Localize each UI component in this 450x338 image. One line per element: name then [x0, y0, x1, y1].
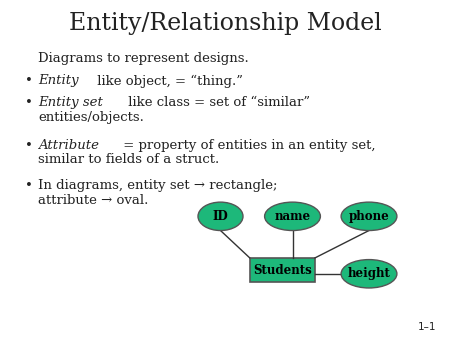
Text: Entity: Entity	[38, 74, 79, 87]
Text: •: •	[25, 96, 32, 109]
Ellipse shape	[341, 202, 397, 231]
Text: Entity set: Entity set	[38, 96, 103, 109]
Ellipse shape	[265, 202, 320, 231]
Text: name: name	[274, 210, 310, 223]
Text: Entity/Relationship Model: Entity/Relationship Model	[68, 12, 382, 35]
Text: similar to fields of a struct.: similar to fields of a struct.	[38, 153, 220, 166]
Text: •: •	[25, 74, 32, 87]
Text: In diagrams, entity set → rectangle;: In diagrams, entity set → rectangle;	[38, 179, 278, 192]
Text: Diagrams to represent designs.: Diagrams to represent designs.	[38, 52, 249, 65]
Text: •: •	[25, 139, 32, 151]
Ellipse shape	[198, 202, 243, 231]
Text: like class = set of “similar”: like class = set of “similar”	[124, 96, 310, 109]
Text: entities/objects.: entities/objects.	[38, 111, 144, 124]
Text: ID: ID	[212, 210, 228, 223]
Text: height: height	[347, 267, 391, 280]
Text: 1–1: 1–1	[418, 322, 436, 332]
Ellipse shape	[341, 260, 397, 288]
Text: attribute → oval.: attribute → oval.	[38, 194, 148, 207]
Text: Students: Students	[253, 264, 312, 276]
Text: •: •	[25, 179, 32, 192]
Text: Attribute: Attribute	[38, 139, 99, 151]
Text: phone: phone	[349, 210, 389, 223]
Text: = property of entities in an entity set,: = property of entities in an entity set,	[119, 139, 376, 151]
FancyBboxPatch shape	[250, 258, 315, 282]
Text: like object, = “thing.”: like object, = “thing.”	[93, 74, 243, 88]
